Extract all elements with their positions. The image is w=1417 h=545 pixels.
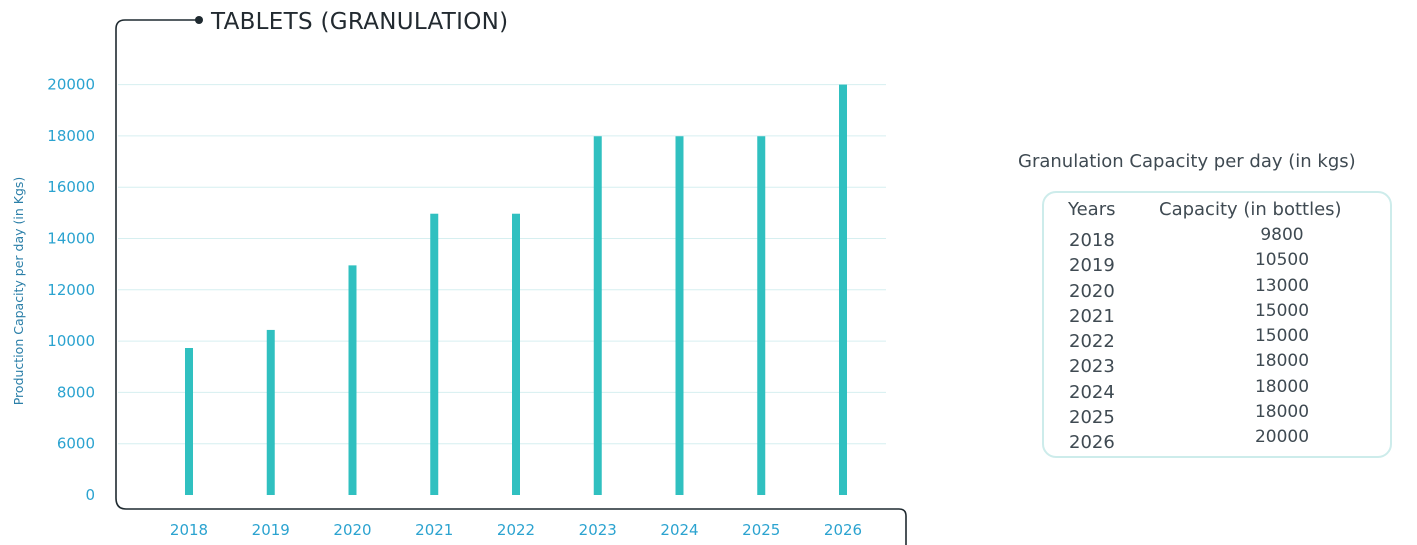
table-capacity-cell: 18000 <box>1254 402 1310 423</box>
table-capacity-cell: 15000 <box>1254 300 1310 321</box>
table-heading: Granulation Capacity per day (in kgs) <box>1018 151 1356 172</box>
bar-2022 <box>512 213 520 495</box>
table-capacity-cell: 13000 <box>1254 275 1310 296</box>
chart-frame-left <box>115 19 907 545</box>
bar-2019 <box>266 329 275 495</box>
table-year-cell: 2022 <box>1069 331 1115 353</box>
bar-2020 <box>348 265 357 495</box>
y-tick-label: 8000 <box>57 383 95 401</box>
x-tick-label: 2026 <box>824 521 862 539</box>
years-column-header: Years <box>1068 199 1116 220</box>
capacity-column: 9800 10500 13000 15000 15000 18000 18000 18000 2… <box>1222 223 1342 451</box>
table-capacity-cell: 18000 <box>1254 376 1310 397</box>
x-tick-label: 2025 <box>742 521 780 539</box>
table-capacity-cell: 18000 <box>1254 351 1310 372</box>
x-tick-label: 2018 <box>170 521 208 539</box>
x-tick-label: 2024 <box>660 521 698 539</box>
years-column: 2018 2019 2020 2021 2022 2023 2024 2025 2026 <box>1069 228 1115 456</box>
table-capacity-cell: 15000 <box>1254 326 1310 347</box>
table-year-cell: 2019 <box>1069 255 1115 277</box>
bar-2023 <box>593 136 602 495</box>
y-tick-label: 16000 <box>47 178 95 196</box>
bar-2025 <box>757 136 766 495</box>
bar-2018 <box>185 348 193 495</box>
x-tick-label: 2020 <box>333 521 371 539</box>
bar-2026 <box>839 84 847 495</box>
capacity-column-header: Capacity (in bottles) <box>1159 199 1342 220</box>
table-year-cell: 2020 <box>1069 280 1115 302</box>
y-tick-label: 10000 <box>47 332 95 350</box>
bars <box>185 84 847 495</box>
table-capacity-cell: 10500 <box>1254 250 1310 271</box>
title-dot <box>195 16 203 24</box>
bar-2024 <box>675 136 684 495</box>
y-tick-labels: 0 6000 8000 10000 12000 14000 16000 18000 20000 <box>47 76 95 504</box>
y-tick-label: 12000 <box>47 281 95 299</box>
x-tick-label: 2023 <box>579 521 617 539</box>
table-year-cell: 2024 <box>1069 381 1115 403</box>
y-axis-label: Production Capacity per day (in Kgs) <box>11 177 26 406</box>
table-year-cell: 2023 <box>1069 356 1115 378</box>
capacity-table: Years Capacity (in bottles) 2018 2019 2020… <box>1042 191 1392 458</box>
bar-chart: TABLETS (GRANULATION) Production Capacit… <box>11 9 907 545</box>
x-tick-labels: 2018 2019 2020 2021 2022 2023 2024 2025 2026 <box>170 521 862 539</box>
x-tick-label: 2021 <box>415 521 453 539</box>
chart-title: TABLETS (GRANULATION) <box>210 9 508 35</box>
table-year-cell: 2025 <box>1069 407 1115 429</box>
x-tick-label: 2022 <box>497 521 535 539</box>
table-capacity-cell: 9800 <box>1260 225 1304 245</box>
bar-2021 <box>430 213 439 495</box>
y-tick-label: 18000 <box>47 127 95 145</box>
table-capacity-cell: 20000 <box>1254 427 1310 448</box>
y-tick-label: 20000 <box>47 76 95 94</box>
y-tick-label: 6000 <box>57 435 95 453</box>
table-year-cell: 2026 <box>1069 432 1115 454</box>
y-tick-label: 0 <box>85 486 95 504</box>
table-year-cell: 2021 <box>1069 305 1115 327</box>
y-tick-label: 14000 <box>47 230 95 248</box>
table-year-cell: 2018 <box>1069 230 1115 251</box>
x-tick-label: 2019 <box>252 521 290 539</box>
gridlines <box>118 84 886 445</box>
